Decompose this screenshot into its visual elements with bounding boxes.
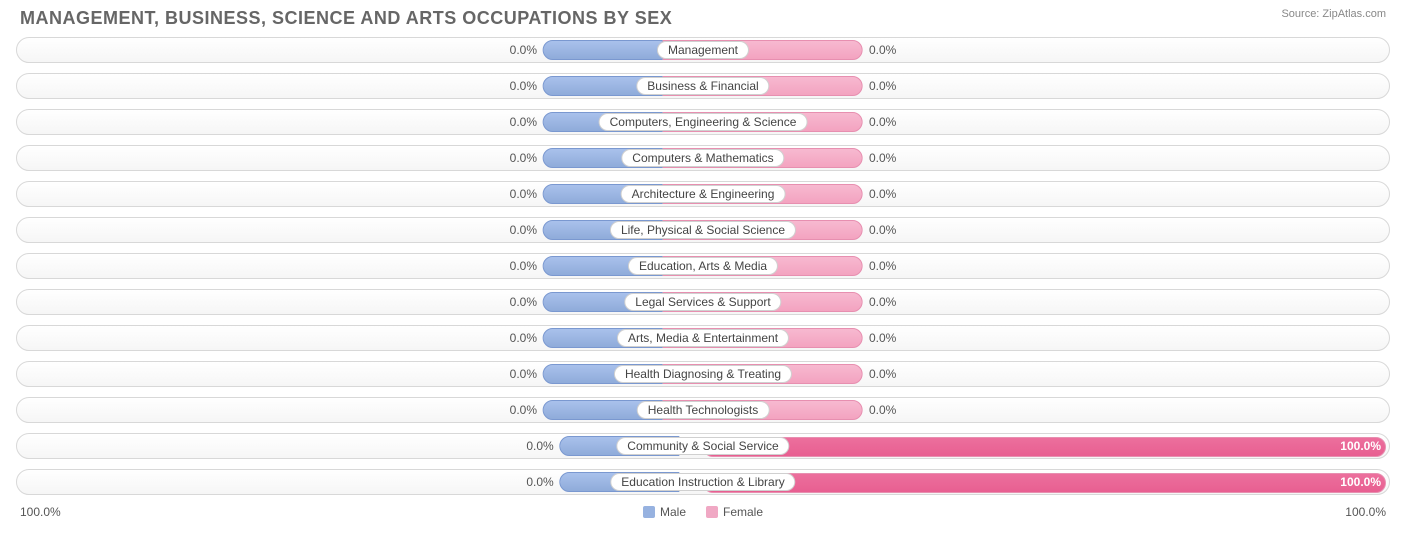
category-label: Life, Physical & Social Science xyxy=(610,221,796,239)
legend-male: Male xyxy=(643,505,686,519)
chart-header: MANAGEMENT, BUSINESS, SCIENCE AND ARTS O… xyxy=(0,0,1406,33)
category-label: Education Instruction & Library xyxy=(610,473,795,491)
female-percent-label: 0.0% xyxy=(869,115,896,129)
female-percent-label: 0.0% xyxy=(869,187,896,201)
male-percent-label: 0.0% xyxy=(510,403,537,417)
female-percent-label: 0.0% xyxy=(869,43,896,57)
chart-row: 0.0% 0.0% Life, Physical & Social Science xyxy=(16,217,1390,243)
category-label: Management xyxy=(657,41,749,59)
male-percent-label: 0.0% xyxy=(526,439,553,453)
male-percent-label: 0.0% xyxy=(510,331,537,345)
legend-female-label: Female xyxy=(723,505,763,519)
chart-row: 0.0% 0.0% Computers & Mathematics xyxy=(16,145,1390,171)
male-percent-label: 0.0% xyxy=(510,187,537,201)
male-percent-label: 0.0% xyxy=(510,367,537,381)
female-percent-label: 0.0% xyxy=(869,223,896,237)
axis-right-label: 100.0% xyxy=(1345,505,1386,519)
chart-row: 0.0% 0.0% Management xyxy=(16,37,1390,63)
chart-row: 0.0% 0.0% Business & Financial xyxy=(16,73,1390,99)
category-label: Computers & Mathematics xyxy=(621,149,784,167)
male-bar xyxy=(543,40,663,60)
chart-row: 0.0% Education Instruction & Library 100.0… xyxy=(16,469,1390,495)
female-percent-label: 0.0% xyxy=(869,295,896,309)
chart-row: 0.0% 0.0% Health Technologists xyxy=(16,397,1390,423)
male-percent-label: 0.0% xyxy=(510,79,537,93)
category-label: Legal Services & Support xyxy=(624,293,781,311)
legend-female: Female xyxy=(706,505,763,519)
female-percent-label: 100.0% xyxy=(1340,439,1381,453)
female-percent-label: 0.0% xyxy=(869,367,896,381)
male-percent-label: 0.0% xyxy=(510,43,537,57)
legend-male-label: Male xyxy=(660,505,686,519)
category-label: Business & Financial xyxy=(636,77,769,95)
chart-area: 0.0% 0.0% Management 0.0% 0.0% Business & Fin… xyxy=(0,33,1406,495)
category-label: Health Diagnosing & Treating xyxy=(614,365,792,383)
chart-row: 0.0% 0.0% Computers, Engineering & Science xyxy=(16,109,1390,135)
category-label: Health Technologists xyxy=(637,401,770,419)
female-percent-label: 0.0% xyxy=(869,403,896,417)
female-full-bar xyxy=(703,437,1386,457)
female-full-bar xyxy=(703,473,1386,493)
category-label: Education, Arts & Media xyxy=(628,257,778,275)
chart-title: MANAGEMENT, BUSINESS, SCIENCE AND ARTS O… xyxy=(20,8,672,29)
female-percent-label: 0.0% xyxy=(869,259,896,273)
category-label: Community & Social Service xyxy=(616,437,789,455)
female-percent-label: 0.0% xyxy=(869,331,896,345)
chart-row: 0.0% 0.0% Health Diagnosing & Treating xyxy=(16,361,1390,387)
female-percent-label: 0.0% xyxy=(869,79,896,93)
chart-row: 0.0% 0.0% Architecture & Engineering xyxy=(16,181,1390,207)
axis-left-label: 100.0% xyxy=(20,505,61,519)
female-swatch-icon xyxy=(706,506,718,518)
chart-row: 0.0% Community & Social Service 100.0% xyxy=(16,433,1390,459)
chart-row: 0.0% 0.0% Education, Arts & Media xyxy=(16,253,1390,279)
category-label: Architecture & Engineering xyxy=(621,185,786,203)
category-label: Arts, Media & Entertainment xyxy=(617,329,789,347)
male-percent-label: 0.0% xyxy=(526,475,553,489)
male-percent-label: 0.0% xyxy=(510,151,537,165)
category-label: Computers, Engineering & Science xyxy=(599,113,808,131)
male-swatch-icon xyxy=(643,506,655,518)
male-percent-label: 0.0% xyxy=(510,223,537,237)
female-percent-label: 0.0% xyxy=(869,151,896,165)
chart-source: Source: ZipAtlas.com xyxy=(1281,8,1386,20)
chart-footer: 100.0% Male Female 100.0% xyxy=(0,505,1406,519)
male-percent-label: 0.0% xyxy=(510,295,537,309)
male-percent-label: 0.0% xyxy=(510,115,537,129)
chart-row: 0.0% 0.0% Arts, Media & Entertainment xyxy=(16,325,1390,351)
legend: Male Female xyxy=(643,505,763,519)
chart-row: 0.0% 0.0% Legal Services & Support xyxy=(16,289,1390,315)
female-percent-label: 100.0% xyxy=(1340,475,1381,489)
male-percent-label: 0.0% xyxy=(510,259,537,273)
